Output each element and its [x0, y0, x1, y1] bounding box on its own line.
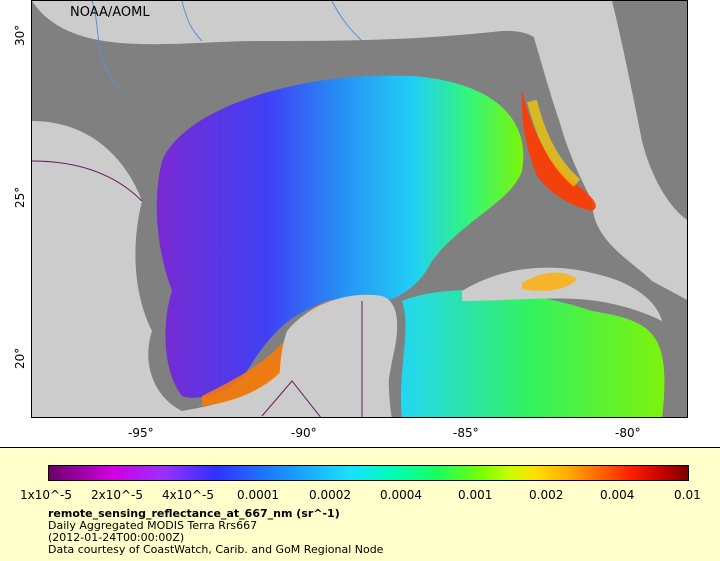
dataset-name: Daily Aggregated MODIS Terra Rrs667 [48, 519, 258, 532]
map-canvas [32, 1, 687, 417]
cuba [462, 267, 662, 321]
colorbar-label: 0.0001 [237, 488, 279, 502]
yucatan-peninsula [279, 294, 398, 417]
variable-name: remote_sensing_reflectance_at_667_nm (sr… [48, 507, 340, 520]
colorbar-label: 0.002 [529, 488, 564, 502]
colorbar-label: 0.0004 [380, 488, 422, 502]
y-tick-label: 30° [13, 24, 27, 46]
rivers [91, 1, 363, 92]
colorbar-label: 1x10^-5 [20, 488, 73, 502]
colorbar-label: 0.0002 [309, 488, 351, 502]
colorbar [48, 465, 689, 481]
florida-coastal-plume [521, 91, 596, 211]
caribbean-reflectance-field [400, 290, 665, 417]
courtesy-note: Data courtesy of CoastWatch, Carib. and … [48, 543, 384, 556]
time-stamp: (2012-01-24T00:00:00Z) [48, 531, 185, 544]
legend-panel: 1x10^-5 2x10^-5 4x10^-5 0.0001 0.0002 0.… [0, 447, 720, 561]
x-tick-label: -85° [453, 426, 479, 440]
colorbar-label: 4x10^-5 [162, 488, 215, 502]
colorbar-label: 2x10^-5 [91, 488, 144, 502]
y-tick-label: 20° [13, 347, 27, 369]
map-frame[interactable]: NOAA/AOML [31, 0, 688, 418]
colorbar-label: 0.004 [600, 488, 635, 502]
colorbar-label: 0.01 [674, 488, 701, 502]
country-borders [32, 160, 363, 417]
florida-peninsula [532, 31, 616, 201]
credit-label: NOAA/AOML [70, 5, 150, 20]
x-tick-label: -95° [128, 426, 154, 440]
gulf-reflectance-field [156, 75, 524, 398]
y-tick-label: 25° [13, 186, 27, 208]
atlantic-ocean [612, 1, 687, 220]
x-tick-label: -80° [615, 426, 641, 440]
x-tick-label: -90° [291, 426, 317, 440]
colorbar-label: 0.001 [458, 488, 493, 502]
